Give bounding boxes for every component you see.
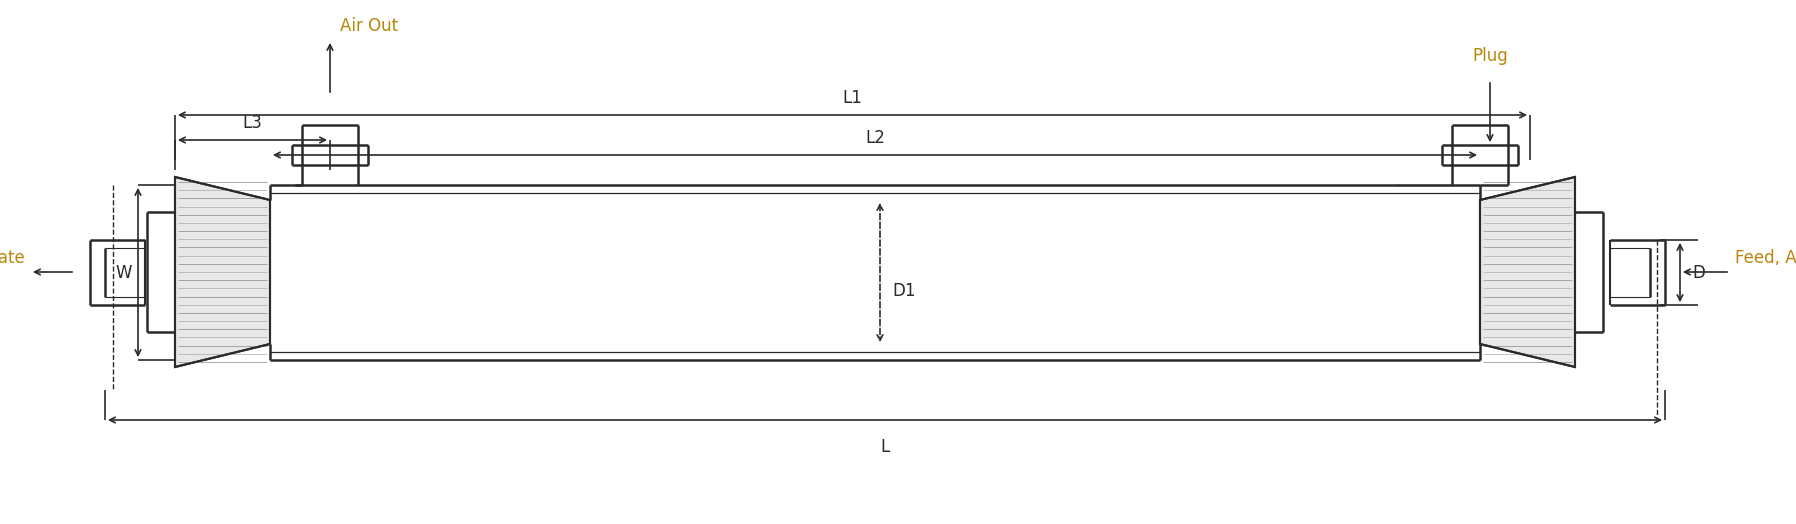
Text: L1: L1	[842, 89, 862, 107]
Text: L: L	[880, 438, 889, 456]
Text: L2: L2	[866, 129, 885, 147]
Text: W: W	[115, 264, 131, 281]
Text: D: D	[1692, 264, 1704, 281]
Text: Feed, Air: Feed, Air	[1735, 249, 1796, 267]
Polygon shape	[1480, 177, 1575, 367]
Text: Plug: Plug	[1473, 47, 1509, 65]
Polygon shape	[174, 177, 269, 367]
Text: D1: D1	[893, 281, 916, 300]
Text: L3: L3	[242, 114, 262, 132]
Text: Filtrate: Filtrate	[0, 249, 25, 267]
Text: Air Out: Air Out	[339, 17, 399, 35]
